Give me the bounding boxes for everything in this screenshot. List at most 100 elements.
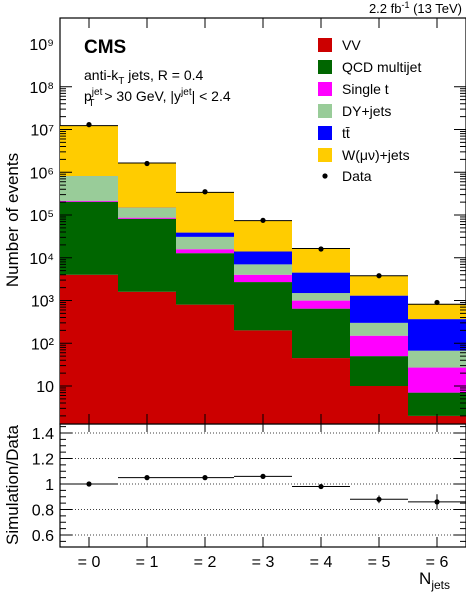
x-tick-label: = 1 [136,554,159,571]
y-tick-label: 10 [36,379,54,396]
bar-segment [118,217,176,219]
data-point [86,122,92,128]
legend-label: W(μν)+jets [342,147,410,163]
ratio-y-axis-title: Simulation/Data [3,424,22,545]
legend-label: VV [342,37,361,53]
bar-segment [118,218,176,292]
bar-segment [118,207,176,218]
data-point [434,299,440,306]
bar-segment [234,220,292,252]
data-points [86,122,440,306]
bar-segment [176,249,234,254]
bar-segment [408,392,466,416]
ratio-point [202,475,208,481]
ratio-y-ticks: 0.6 0.8 1 1.2 1.4 [32,426,466,545]
bar-segment [292,300,350,309]
bar-segment [176,232,234,237]
main-y-axis-title: Number of events [3,153,22,287]
ratio-point [144,475,150,481]
x-tick-label: = 2 [194,554,217,571]
legend-swatch [318,126,332,140]
ratio-points [60,473,466,510]
legend-swatch [318,38,332,52]
y-tick-label: 10⁵ [30,208,54,225]
bar-segment [60,201,118,275]
bar-segment [176,192,234,233]
data-point [260,217,266,223]
bar-segment [292,358,350,424]
bar-segment [292,308,350,359]
bar-segment [118,162,176,208]
main-y-ticks: 10 10² 10³ 10⁴ 10⁵ 10⁶ 10⁷ 10⁸ 10⁹ [29,37,466,417]
legend-label: QCD multijet [342,59,421,75]
bar-segment [350,335,408,357]
jet-algo-label: anti-kT jets, R = 0.4 [84,67,204,87]
ratio-y-tick-label: 0.8 [32,503,54,520]
x-tick-label: = 0 [78,554,101,571]
bar-segment [350,275,408,296]
y-tick-label: 10⁷ [30,123,54,140]
bar-segment [408,350,466,368]
legend-label: tt̄ [342,125,350,141]
bar-segment [292,248,350,273]
legend-swatch [318,104,332,118]
ratio-gridlines [60,432,466,536]
x-axis-title: Njets [419,569,450,592]
bar-segment [176,304,234,424]
main-x-ticks [88,18,438,424]
ratio-plot-frame [59,423,466,548]
y-tick-label: 10⁸ [29,80,54,97]
bar-segment [234,274,292,283]
bar-segment [234,330,292,424]
ratio-point [260,473,266,479]
data-point [318,246,324,252]
bar-segment [350,322,408,336]
bar-segment [408,367,466,393]
bar-segment [292,272,350,294]
bar-segment [60,200,118,202]
legend-label: Data [342,168,372,184]
data-point [202,189,208,195]
ratio-y-tick-label: 1.2 [32,452,54,469]
ratio-point [376,496,382,502]
legend: VV QCD multijet Single t DY+jets tt̄ W(μν)+je… [318,37,421,184]
y-tick-label: 10³ [31,294,55,311]
ratio-x-ticks [88,424,438,547]
bar-segment [60,176,118,201]
x-tick-label: = 3 [252,554,275,571]
legend-label: DY+jets [342,103,391,119]
ratio-y-tick-label: 1 [45,477,54,494]
y-tick-label: 10⁹ [29,37,54,54]
bar-segment [350,295,408,323]
data-point [144,160,150,167]
ratio-point [86,481,92,487]
x-tick-label: = 5 [368,554,391,571]
bar-segment [292,293,350,301]
cms-label: CMS [84,37,126,58]
legend-swatch [318,60,332,74]
bar-segment [234,282,292,331]
ratio-y-tick-label: 0.6 [32,528,54,545]
y-tick-label: 10⁴ [29,251,54,268]
bar-segment [176,253,234,305]
legend-swatch [318,148,332,162]
bar-segment [60,125,118,177]
bar-segment [118,291,176,424]
legend-swatch [318,82,332,96]
data-point [376,273,382,279]
bar-segment [408,319,466,351]
x-tick-label: = 4 [310,554,333,571]
bar-segment [176,236,234,250]
legend-label: Single t [342,81,389,97]
bar-segment [234,251,292,265]
x-tick-labels: = 0 = 1 = 2 = 3 = 4 = 5 = 6 [78,554,449,571]
y-tick-label: 10⁶ [30,165,54,182]
bar-segment [350,356,408,386]
ratio-y-tick-label: 1.4 [32,426,54,443]
y-tick-label: 10² [31,336,55,353]
bar-segment [60,274,118,424]
ratio-point [318,483,324,490]
cut-label: pjet T > 30 GeV, |yjet| < 2.4 [84,87,231,109]
x-tick-label: = 6 [426,554,449,571]
